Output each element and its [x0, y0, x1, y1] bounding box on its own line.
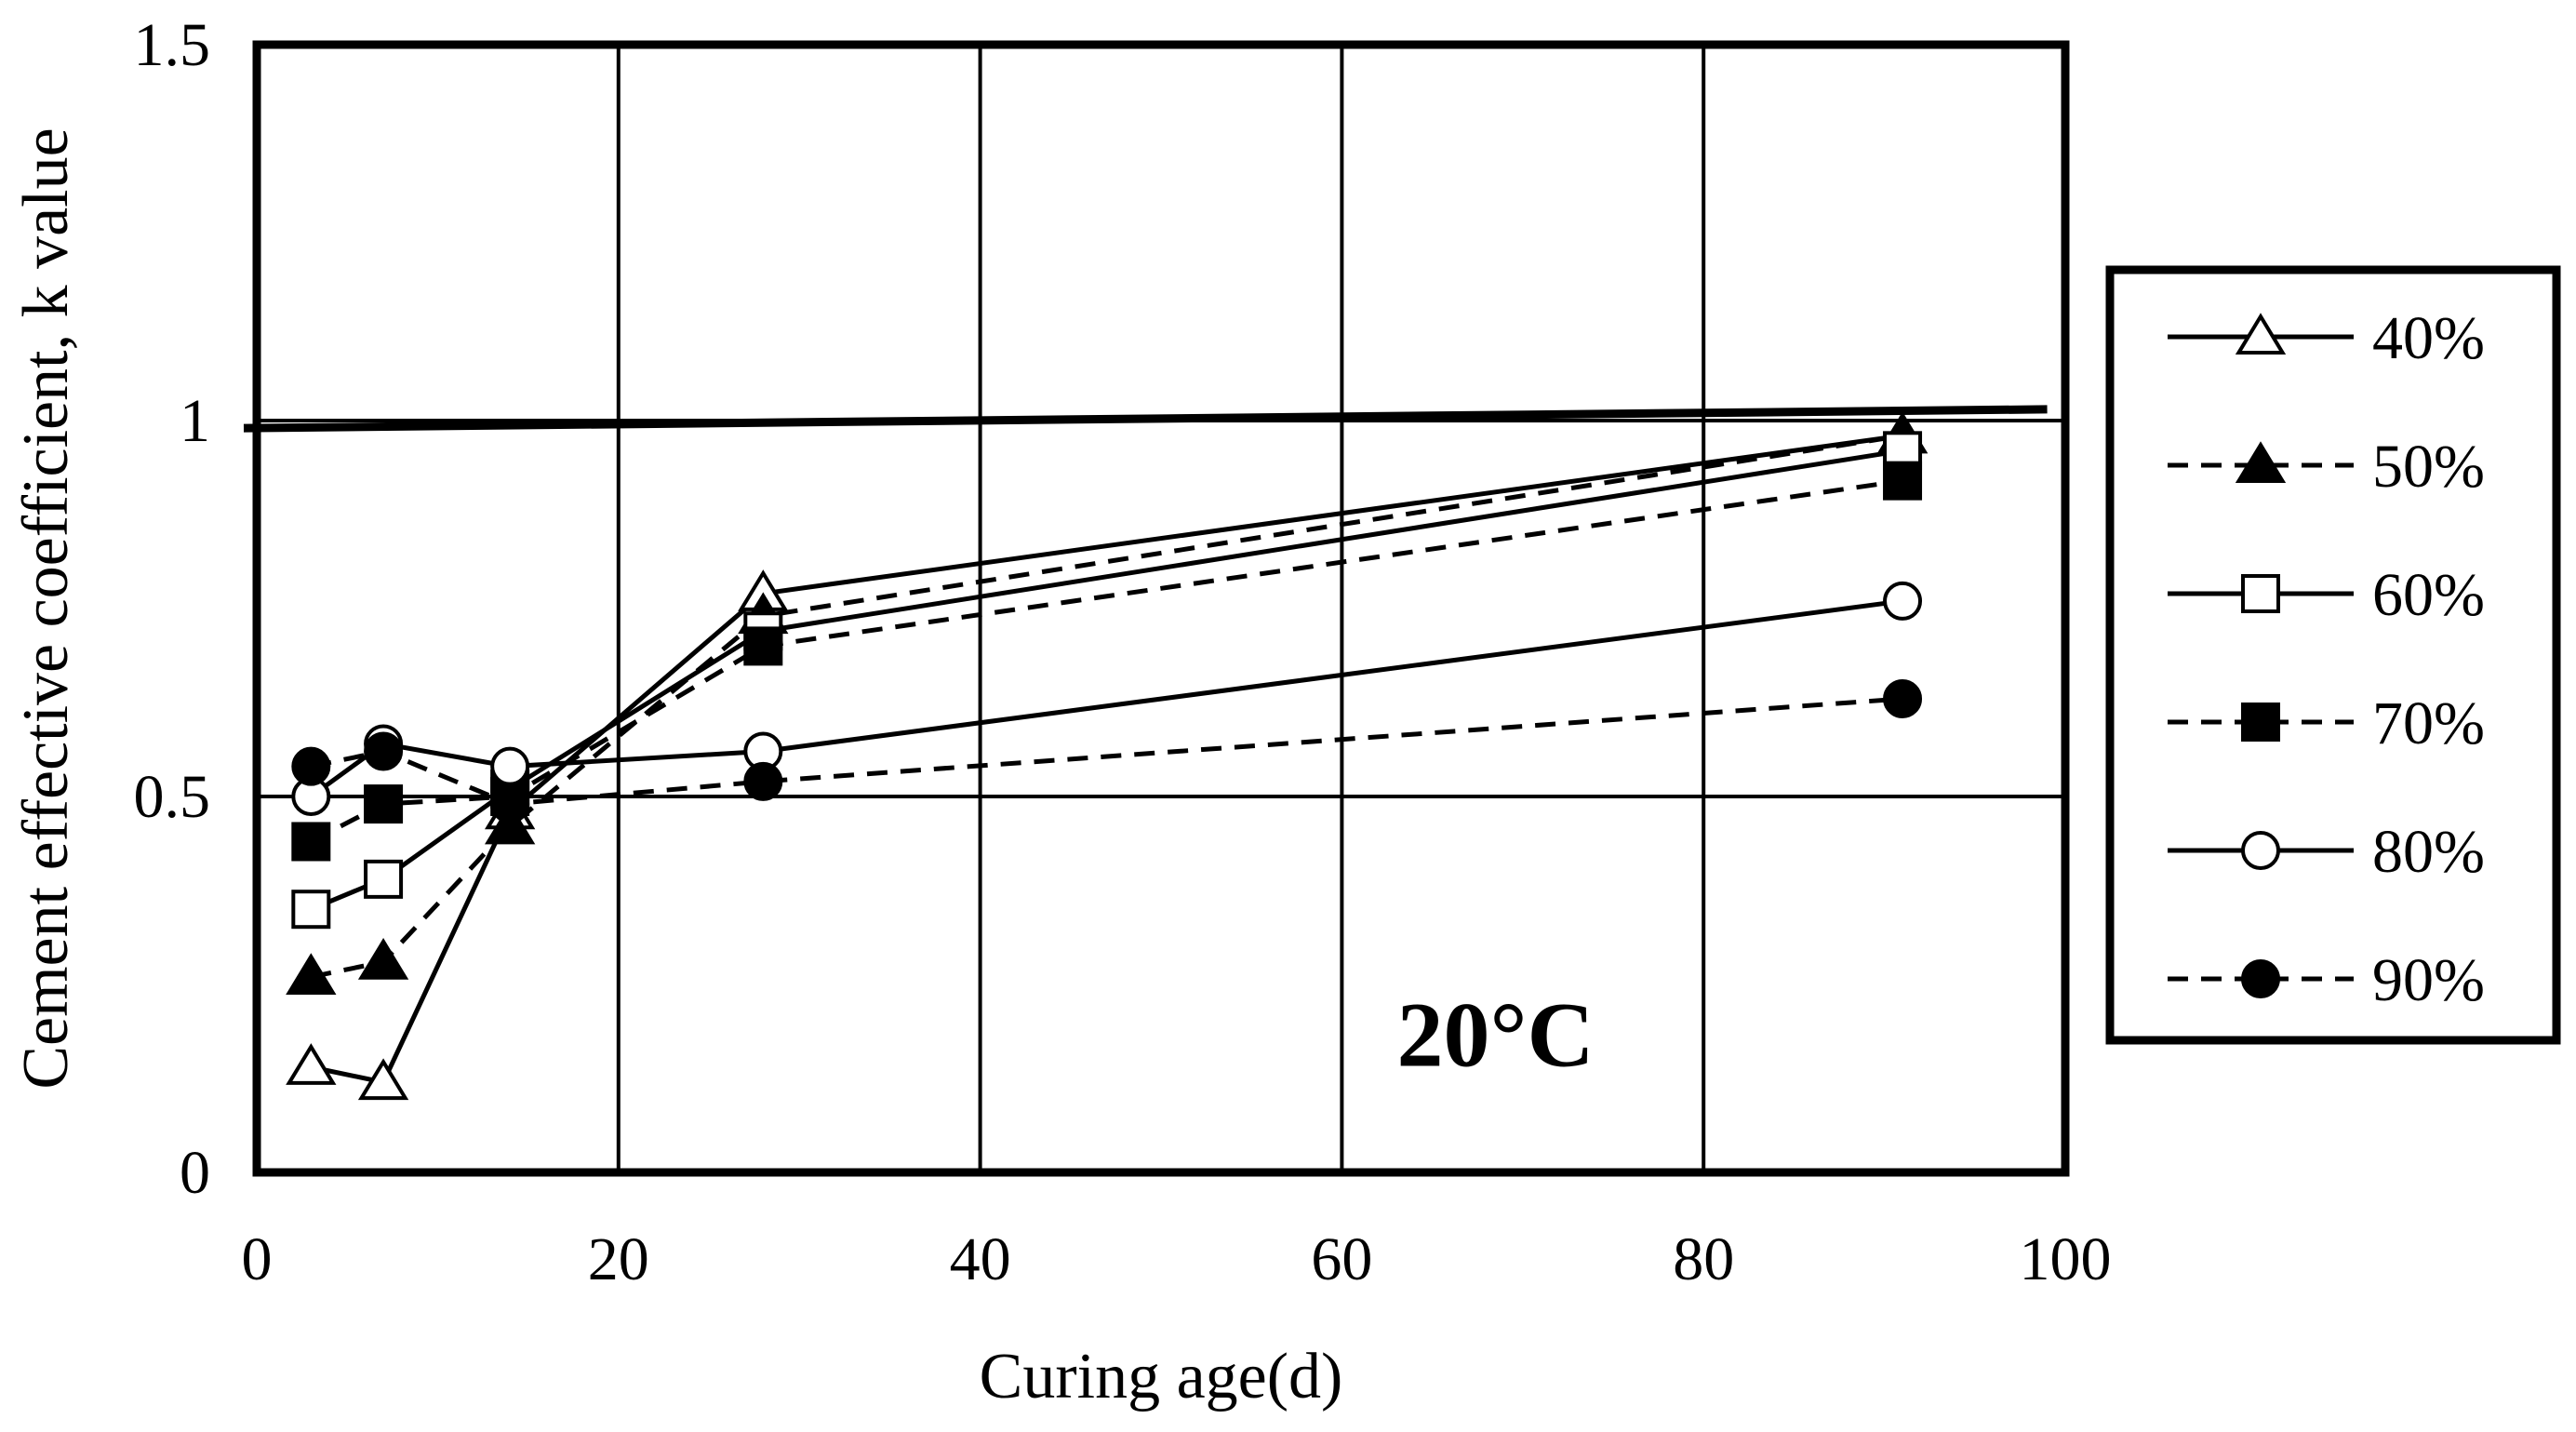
legend-swatch-marker — [2235, 441, 2287, 484]
legend: 40% 50% 60% 70% 80% 90% — [2105, 265, 2561, 1045]
x-tick-label: 0 — [242, 1225, 273, 1293]
series-90pct — [291, 678, 1923, 824]
data-point — [357, 938, 409, 980]
x-axis-title: Curing age(d) — [980, 1341, 1343, 1412]
data-point — [743, 761, 783, 801]
series-line — [309, 598, 1903, 799]
legend-label: 80% — [2372, 818, 2485, 886]
x-tick-label: 80 — [1673, 1225, 1734, 1293]
temperature-annotation: 20°C — [1397, 984, 1595, 1087]
data-point — [291, 890, 331, 930]
x-tick-labels: 0 20 40 60 80 100 — [242, 1225, 2112, 1293]
data-point — [485, 802, 536, 845]
data-point — [286, 953, 337, 995]
data-point — [291, 746, 331, 786]
data-point — [1883, 678, 1923, 718]
reference-line-group — [243, 405, 2048, 433]
legend-swatch-marker — [2241, 703, 2280, 742]
legend-swatch-marker — [2241, 831, 2280, 870]
data-point — [291, 822, 331, 862]
y-tick-labels: 0 0.5 1 1.5 — [134, 11, 211, 1207]
y-axis-title: Cement effective coefficient, k value — [10, 127, 82, 1089]
legend-item-40pct: 40% — [2168, 304, 2485, 372]
legend-item-60pct: 60% — [2168, 561, 2485, 629]
series-group — [286, 411, 1929, 1101]
series-line — [310, 448, 1903, 912]
data-point — [364, 731, 404, 771]
legend-item-80pct: 80% — [2168, 818, 2485, 886]
reference-line-k1 — [243, 405, 2048, 433]
x-tick-label: 60 — [1311, 1225, 1372, 1293]
series-line — [310, 433, 1903, 1085]
series-line — [310, 478, 1903, 844]
data-point — [286, 1043, 337, 1085]
data-point — [490, 784, 530, 824]
data-point — [1883, 461, 1923, 501]
legend-label: 70% — [2372, 689, 2485, 757]
legend-box — [2105, 265, 2561, 1045]
x-tick-label: 20 — [588, 1225, 649, 1293]
series-line — [310, 696, 1903, 807]
plot-frame — [252, 40, 2070, 1177]
data-point — [490, 746, 530, 786]
data-point — [1883, 581, 1923, 621]
y-tick-label: 0.5 — [134, 763, 211, 831]
y-tick-label: 1 — [180, 387, 210, 455]
data-point — [364, 859, 404, 899]
series-line — [310, 433, 1903, 980]
x-tick-label: 100 — [2020, 1225, 2112, 1293]
grid — [257, 45, 2065, 1172]
x-tick-label: 40 — [950, 1225, 1011, 1293]
data-point — [357, 1058, 409, 1101]
legend-label: 50% — [2372, 433, 2485, 501]
legend-item-90pct: 90% — [2168, 946, 2485, 1014]
legend-swatch-marker — [2241, 959, 2280, 998]
y-tick-label: 0 — [180, 1139, 210, 1207]
y-tick-label: 1.5 — [134, 11, 211, 79]
data-point — [364, 784, 404, 824]
legend-item-70pct: 70% — [2168, 689, 2485, 757]
series-60pct — [291, 431, 1923, 930]
legend-label: 60% — [2372, 561, 2485, 629]
legend-label: 90% — [2372, 946, 2485, 1014]
legend-label: 40% — [2372, 304, 2485, 372]
data-point — [743, 626, 783, 666]
legend-item-50pct: 50% — [2168, 433, 2485, 501]
legend-swatch-marker — [2241, 574, 2280, 613]
legend-swatch-marker — [2235, 313, 2287, 355]
